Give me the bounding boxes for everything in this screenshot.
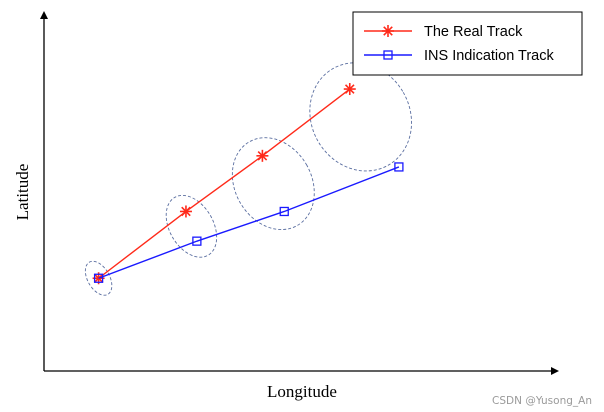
x-axis-label: Longitude [267,382,337,401]
error-ellipse-1 [84,260,113,296]
series-1-point-4 [343,83,356,96]
series-line-2 [98,166,400,279]
error-ellipse-2 [165,194,218,258]
series-1-point-2 [179,205,192,218]
error-ellipses [84,62,412,296]
series-line-1 [98,88,351,279]
legend-label: INS Indication Track [424,48,554,64]
series-2-point-4 [394,162,404,172]
legend: The Real Track INS Indication Track [352,11,583,76]
series-2-point-2 [192,236,202,246]
y-axis-label: Latitude [13,164,32,221]
asterisk-icon [382,25,394,37]
series-2-point-3 [279,206,289,217]
series-layer [92,83,404,285]
legend-entry-2: INS Indication Track [364,48,554,64]
error-ellipse-4 [309,62,412,172]
square-icon [383,50,393,60]
series-2-point-1 [93,273,104,283]
legend-box [352,11,583,76]
legend-entry-1: The Real Track [364,24,523,40]
legend-label: The Real Track [424,24,523,40]
series-1-point-3 [256,149,269,162]
error-ellipse-3 [231,137,315,231]
watermark: CSDN @Yusong_An [492,395,592,407]
